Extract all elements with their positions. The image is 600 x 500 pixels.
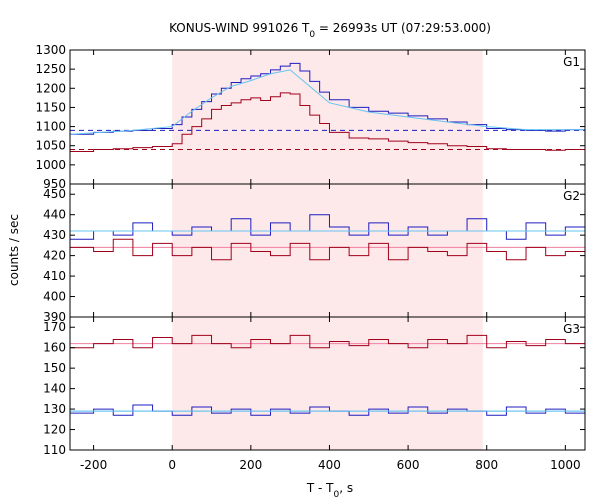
x-tick-label: -200 — [80, 458, 107, 472]
y-tick-label: 1100 — [35, 120, 66, 134]
y-tick-label: 110 — [43, 443, 66, 457]
chart-title: KONUS-WIND 991026 T0 = 26993s UT (07:29:… — [169, 21, 491, 40]
y-tick-label: 1200 — [35, 81, 66, 95]
series-model — [69, 69, 585, 135]
chart-title-rest: = 26993s UT (07:29:53.000) — [315, 21, 491, 35]
y-tick-label: 430 — [43, 228, 66, 242]
panel-g2: 390 400 410 420 430 440 450 G2 — [43, 183, 586, 324]
x-tick-label: 600 — [397, 458, 420, 472]
y-tick-label: 160 — [43, 341, 66, 355]
y-tick-label: 450 — [43, 187, 66, 201]
y-tick-label: 170 — [43, 320, 66, 334]
x-tick-label: 200 — [239, 458, 262, 472]
y-tick-label: 150 — [43, 361, 66, 375]
y-tick-label: 400 — [43, 290, 66, 304]
y-tick-label: 440 — [43, 208, 66, 222]
x-tick-label: 800 — [475, 458, 498, 472]
panels: 9501000105011001150120012501300G13904004… — [35, 43, 586, 472]
panel-g3: 110 120 130 140 150 160 170 G3 — [43, 316, 586, 457]
panel-frame — [69, 316, 586, 451]
x-tick-label: 1000 — [550, 458, 581, 472]
highlight-band — [172, 317, 483, 450]
series-red — [70, 92, 586, 152]
y-tick-label: 1000 — [35, 158, 66, 172]
y-tick-label: 1300 — [35, 43, 66, 57]
x-axis-label: T - T0, s — [306, 481, 353, 500]
x-axis-label-main: T - T — [306, 481, 334, 495]
y-axis-label: counts / sec — [7, 214, 21, 286]
x-axis-label-sub: 0 — [334, 490, 340, 500]
panel-label-g2: G2 — [563, 189, 580, 203]
panel-g1: 950 1000 1050 1100 1150 1200 1250 1300 G1 — [35, 43, 586, 191]
panel-label-g3: G3 — [563, 322, 580, 336]
highlight-band — [172, 184, 483, 317]
y-tick-label: 1050 — [35, 139, 66, 153]
y-tick-label: 950 — [43, 177, 66, 191]
y-tick-label: 390 — [43, 310, 66, 324]
y-tick-label: 140 — [43, 382, 66, 396]
x-tick-label: 400 — [318, 458, 341, 472]
series-red — [70, 334, 586, 349]
y-tick-label: 410 — [43, 269, 66, 283]
y-tick-label: 120 — [43, 423, 66, 437]
chart-title-sub: 0 — [309, 30, 315, 40]
chart-title-main: KONUS-WIND 991026 T — [169, 21, 310, 35]
x-tick-label: 0 — [168, 458, 176, 472]
series-red — [70, 238, 586, 261]
highlight-band — [172, 50, 483, 184]
y-tick-label: 130 — [43, 402, 66, 416]
x-axis-label-rest: , s — [339, 481, 353, 495]
y-tick-label: 1250 — [35, 62, 66, 76]
series-blue — [70, 62, 586, 135]
y-tick-label: 1150 — [35, 100, 66, 114]
panel-label-g1: G1 — [563, 55, 580, 69]
y-tick-label: 420 — [43, 249, 66, 263]
